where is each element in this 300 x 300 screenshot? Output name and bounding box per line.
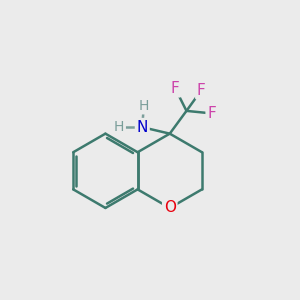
Text: H: H (114, 120, 124, 134)
Text: H: H (139, 99, 149, 113)
Text: F: F (207, 106, 216, 121)
Text: F: F (171, 81, 179, 96)
Text: N: N (136, 120, 148, 135)
Text: F: F (197, 83, 206, 98)
Text: O: O (164, 200, 176, 215)
